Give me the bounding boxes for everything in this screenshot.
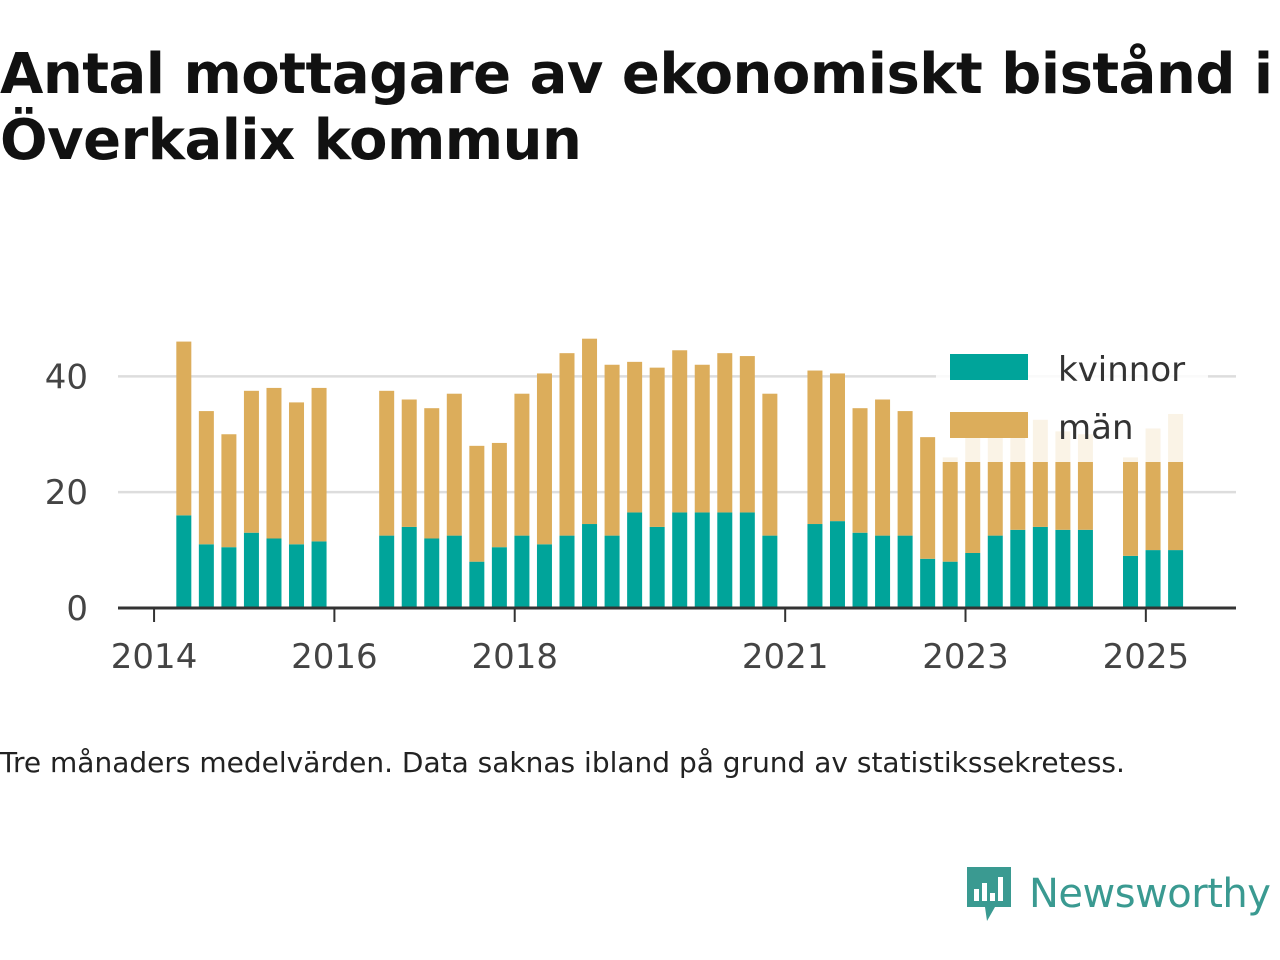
chart-title: Antal mottagare av ekonomiskt bistånd i … (0, 42, 1273, 173)
bar-man (717, 353, 733, 513)
legend-swatch-kvinnor (950, 354, 1028, 380)
bar-kvinnor (491, 547, 507, 608)
bar-man (852, 408, 868, 533)
bar-man (604, 364, 620, 536)
bar-kvinnor (852, 532, 868, 608)
bar-kvinnor (1055, 529, 1071, 608)
bar-man (829, 373, 845, 522)
bar-kvinnor (469, 561, 485, 608)
bar-man (446, 393, 462, 536)
bar-man (424, 408, 440, 539)
bar-kvinnor (536, 544, 552, 608)
bar-man (198, 411, 214, 545)
brand-name: Newsworthy (1029, 871, 1271, 917)
bar-man (920, 437, 936, 559)
bar-kvinnor (176, 515, 192, 608)
x-tick-label: 2016 (291, 637, 378, 677)
bar-kvinnor (829, 521, 845, 608)
bar-kvinnor (221, 547, 237, 608)
bar-man (311, 387, 327, 542)
x-tick-label: 2025 (1103, 637, 1190, 677)
bar-man (739, 356, 755, 513)
y-tick-label: 20 (45, 473, 88, 513)
brand-logo: Newsworthy (963, 862, 1271, 926)
bar-kvinnor (311, 541, 327, 608)
bar-man (266, 387, 282, 539)
bar-man (649, 367, 665, 527)
bar-man (875, 399, 891, 536)
bar-kvinnor (1010, 529, 1026, 608)
y-tick-label: 0 (66, 589, 88, 629)
bar-man (559, 353, 575, 536)
bar-kvinnor (942, 561, 958, 608)
bar-kvinnor (514, 535, 530, 608)
bar-kvinnor (1123, 555, 1139, 608)
bar-man (694, 364, 710, 513)
bar-kvinnor (739, 512, 755, 608)
bar-man (401, 399, 417, 527)
bar-kvinnor (762, 535, 778, 608)
bar-man (627, 361, 643, 513)
bar-man (965, 437, 981, 553)
bar-man (536, 373, 552, 545)
bar-kvinnor (672, 512, 688, 608)
x-tick-label: 2014 (111, 637, 198, 677)
legend: kvinnor män (936, 340, 1208, 462)
bar-kvinnor (875, 535, 891, 608)
bar-man (807, 370, 823, 525)
bar-kvinnor (807, 524, 823, 608)
bar-kvinnor (582, 524, 598, 608)
bar-man (221, 434, 237, 548)
bar-man (672, 350, 688, 513)
newsworthy-logo-icon (967, 867, 1011, 921)
bar-kvinnor (266, 538, 282, 608)
bar-kvinnor (1077, 529, 1093, 608)
x-tick-label: 2018 (471, 637, 558, 677)
bar-kvinnor (198, 544, 214, 608)
legend-swatch-man (950, 412, 1028, 438)
bar-kvinnor (717, 512, 733, 608)
bar-kvinnor (424, 538, 440, 608)
bar-man (942, 457, 958, 562)
bar-man (582, 338, 598, 525)
bar-man (762, 393, 778, 536)
bar-kvinnor (1168, 550, 1184, 608)
bar-kvinnor (649, 526, 665, 608)
bar-man (491, 442, 507, 548)
bar-man (469, 445, 485, 562)
bar-kvinnor (401, 526, 417, 608)
bar-kvinnor (1145, 550, 1161, 608)
bar-kvinnor (243, 532, 259, 608)
y-tick-label: 40 (45, 357, 88, 397)
bar-kvinnor (987, 535, 1003, 608)
bar-kvinnor (446, 535, 462, 608)
bar-kvinnor (897, 535, 913, 608)
legend-label-kvinnor: kvinnor (1058, 350, 1185, 390)
bar-man (1123, 457, 1139, 556)
bar-kvinnor (379, 535, 395, 608)
legend-label-man: män (1058, 408, 1134, 448)
bar-man (379, 390, 395, 536)
bar-kvinnor (1032, 526, 1048, 608)
bar-man (243, 390, 259, 533)
footnote: Tre månaders medelvärden. Data saknas ib… (0, 746, 1125, 779)
bar-kvinnor (694, 512, 710, 608)
bar-man (897, 411, 913, 536)
bar-man (176, 341, 192, 516)
bar-kvinnor (965, 552, 981, 608)
bar-kvinnor (289, 544, 305, 608)
bar-kvinnor (604, 535, 620, 608)
axes: 2014 2016 2018 2021 2023 2025 (111, 606, 1236, 677)
bar-kvinnor (627, 512, 643, 608)
x-tick-label: 2021 (742, 637, 829, 677)
bar-kvinnor (920, 558, 936, 608)
x-tick-label: 2023 (922, 637, 1009, 677)
bar-man (289, 402, 305, 545)
bar-man (514, 393, 530, 536)
bar-kvinnor (559, 535, 575, 608)
